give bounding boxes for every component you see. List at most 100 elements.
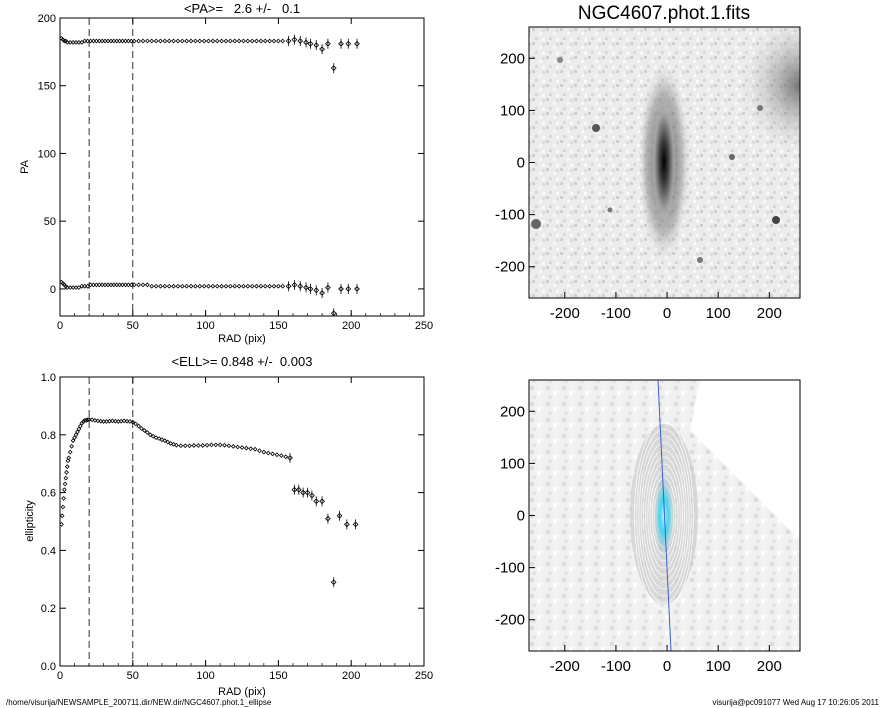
pa-data-point: [227, 283, 233, 289]
imgA-y-tick-label: 0: [517, 155, 525, 172]
ell-data-point: [171, 441, 176, 447]
ell-data-point: [73, 432, 79, 438]
pa-x-axis-label: RAD (pix): [218, 333, 266, 345]
ell-data-point: [352, 521, 359, 528]
pa-data-point: [338, 286, 344, 292]
ell-data-point: [60, 513, 65, 519]
ell-data-point: [159, 437, 165, 443]
ellipticity-profile-panel: <ELL>= 0.848 +/- 0.003 0 50 100 150 200 250 0…: [24, 354, 433, 698]
ell-data-point: [200, 443, 206, 448]
ell-data-point: [64, 470, 69, 475]
ell-reference-lines: [88, 377, 134, 666]
image-y-ticks: -200 -100 0 100 200: [495, 50, 535, 276]
ell-data-point: [65, 458, 71, 464]
pa-data-point: [179, 38, 185, 44]
imgB-x-tick-label: 100: [706, 658, 731, 675]
ell-x-axis-label: RAD (pix): [218, 686, 266, 698]
pa-data-point: [206, 38, 211, 44]
pa-data-point: [85, 283, 91, 289]
pa-data-point: [313, 42, 320, 48]
pa-data-point: [153, 38, 159, 44]
ell-data-point: [257, 448, 262, 454]
imgA-y-tick-label: 100: [500, 102, 525, 119]
pa-data-point: [267, 38, 273, 44]
ell-data-point: [261, 449, 267, 455]
pa-data-point: [171, 38, 176, 44]
pa-data-point: [158, 38, 163, 44]
ell-x-tick-label: 250: [415, 670, 433, 682]
ell-plot-title: <ELL>= 0.848 +/- 0.003: [172, 354, 313, 369]
ell-data-point: [343, 521, 350, 528]
ell-data-point: [95, 418, 101, 424]
pa-data-point: [197, 38, 203, 44]
ell-data-points: [60, 417, 359, 588]
pa-data-point: [249, 38, 255, 44]
pa-plot-title: <PA>= 2.6 +/- 0.1: [184, 1, 300, 16]
pa-data-point: [193, 38, 198, 44]
isophote-contour: [636, 428, 692, 604]
ell-data-point: [130, 419, 136, 425]
ell-data-point: [319, 498, 325, 505]
pa-data-point: [258, 283, 264, 289]
pa-y-tick-label: 150: [38, 81, 56, 93]
pa-data-point: [354, 40, 360, 47]
pa-data-point: [307, 40, 314, 47]
ell-data-point: [304, 489, 311, 496]
pa-data-point: [330, 310, 337, 316]
pa-y-ticks: 0 50 100 150 200: [38, 13, 424, 296]
isophote-contour: [647, 463, 681, 569]
ell-y-tick-label: 0.8: [41, 430, 56, 442]
pa-x-tick-label: 150: [269, 320, 287, 332]
pa-data-point: [179, 283, 185, 289]
ell-data-point: [61, 496, 67, 501]
pa-data-point: [175, 283, 181, 289]
imgB-x-tick-label: -200: [550, 658, 580, 675]
pa-y-tick-label: 50: [44, 216, 56, 228]
pa-data-point: [313, 287, 320, 294]
ell-data-point: [330, 579, 337, 586]
pa-data-point: [232, 283, 238, 289]
pa-x-tick-label: 50: [127, 320, 139, 332]
pa-data-point: [271, 283, 277, 289]
pa-data-point: [303, 39, 309, 46]
pa-data-point: [254, 283, 259, 289]
ell-y-tick-label: 0.6: [41, 488, 56, 500]
ell-data-point: [69, 443, 75, 449]
ell-data-point: [270, 451, 275, 457]
pa-data-point: [262, 38, 268, 44]
ell-data-point: [300, 489, 307, 496]
pa-data-point: [201, 283, 207, 289]
pa-data-point: [62, 38, 67, 44]
ell-data-point: [248, 446, 254, 452]
ell-data-point: [191, 443, 197, 448]
galaxy-image: [529, 27, 800, 298]
pa-data-point: [297, 38, 304, 44]
pa-data-point: [236, 283, 242, 289]
isophote-image: [529, 380, 800, 651]
pa-data-point: [245, 283, 251, 289]
ell-data-point: [195, 443, 201, 448]
pa-data-point: [267, 283, 273, 289]
pa-data-point: [162, 283, 168, 289]
imgA-x-tick-label: -200: [550, 305, 580, 322]
pa-data-point: [325, 284, 331, 291]
pa-data-point: [303, 284, 309, 291]
ell-data-point: [309, 492, 315, 499]
pa-data-point: [354, 286, 360, 292]
ell-data-point: [168, 441, 174, 446]
pa-data-point: [131, 282, 137, 288]
ell-x-tick-label: 200: [342, 670, 360, 682]
ell-y-ticks: 0.0 0.2 0.4 0.6 0.8 1.0: [41, 372, 424, 673]
pa-data-point: [285, 38, 292, 44]
ell-data-point: [133, 421, 139, 427]
imgB-y-tick-label: -100: [495, 560, 525, 577]
ell-data-point: [222, 442, 227, 448]
pa-data-point: [175, 38, 181, 44]
isophote-y-ticks: -200 -100 0 100 200: [495, 403, 535, 629]
pa-x-tick-label: 100: [196, 320, 214, 332]
pa-data-point: [79, 40, 85, 45]
ell-data-point: [144, 430, 150, 435]
pa-x-ticks: 0 50 100 150 200 250: [57, 18, 433, 332]
pa-data-point: [158, 283, 163, 289]
ell-data-point: [209, 442, 214, 448]
